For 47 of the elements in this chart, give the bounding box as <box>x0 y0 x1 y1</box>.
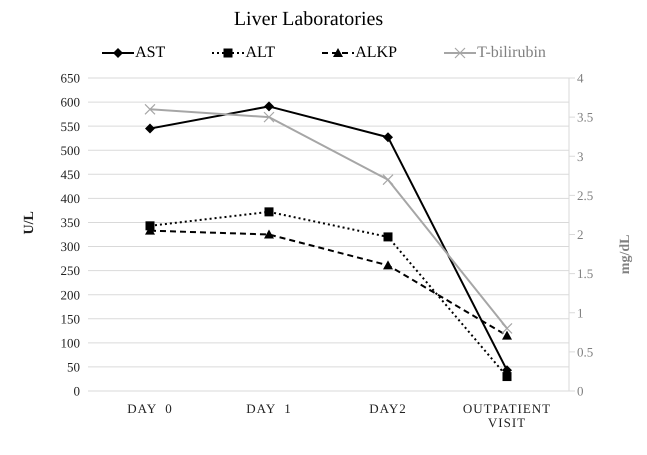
point <box>264 230 274 238</box>
y-tick-label: 500 <box>60 142 80 158</box>
x-tick-label: DAY2 <box>369 401 407 416</box>
point <box>264 101 274 112</box>
legend-label: ALKP <box>354 44 397 62</box>
y-tick-label: 600 <box>60 94 80 110</box>
point <box>502 330 512 340</box>
y-axis-title: U/L <box>22 211 37 234</box>
legend-label: AST <box>134 44 166 62</box>
y2-tick-label: 3 <box>577 148 584 164</box>
point <box>383 260 393 270</box>
x-tick-label: DAY 0 <box>127 401 173 416</box>
point <box>382 174 394 186</box>
point <box>501 322 513 334</box>
point <box>384 232 392 242</box>
y2-tick-label: 3.5 <box>577 110 594 125</box>
y2-axis-title: mg/dL <box>618 234 633 274</box>
y-tick-label: 150 <box>60 311 80 326</box>
x-tick-label: DAY 1 <box>246 401 292 416</box>
y2-tick-label: 1.5 <box>577 266 594 282</box>
point <box>263 112 275 123</box>
y2-tick-label: 1 <box>577 305 584 320</box>
y-tick-label: 200 <box>60 287 80 302</box>
y-tick-label: 50 <box>67 360 80 375</box>
y2-tick-label: 4 <box>577 70 584 86</box>
y-tick-label: 250 <box>60 263 80 278</box>
y2-tick-label: 2.5 <box>577 188 594 203</box>
legend-label: ALT <box>244 44 276 62</box>
point <box>502 372 512 382</box>
point <box>264 207 274 216</box>
y-tick-label: 100 <box>60 335 80 350</box>
y-tick-label: 650 <box>60 70 80 86</box>
legend-label: T-bilirubin <box>476 44 546 62</box>
y-tick-label: 350 <box>60 215 80 230</box>
y2-tick-label: 0 <box>577 384 584 399</box>
x-tick-label: OUTPATIENT VISIT <box>462 401 552 430</box>
point <box>144 104 156 115</box>
point <box>145 124 155 134</box>
chart-title: Liver Laboratories <box>232 8 384 31</box>
y-tick-label: 400 <box>60 191 80 206</box>
y-tick-label: 450 <box>60 166 80 182</box>
point <box>383 132 393 142</box>
y2-tick-label: 0.5 <box>577 344 594 360</box>
y-tick-label: 300 <box>60 239 80 254</box>
y-tick-label: 0 <box>74 384 80 399</box>
y-tick-label: 550 <box>60 118 80 134</box>
y2-tick-label: 2 <box>577 227 584 242</box>
